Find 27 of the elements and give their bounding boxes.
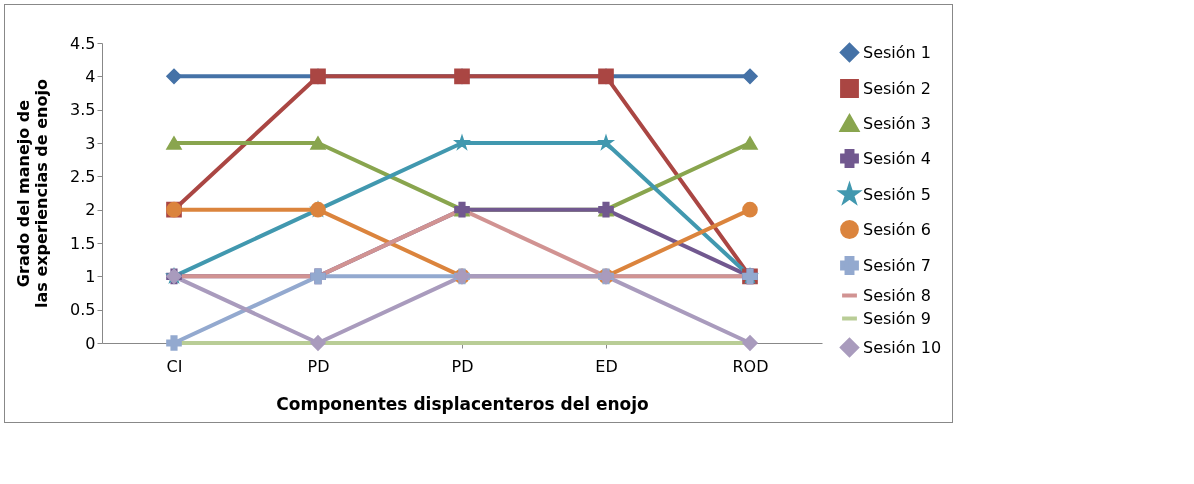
x-tick-label: PD (307, 356, 330, 376)
legend-label: Sesión 3 (863, 113, 931, 133)
legend-label: Sesión 1 (863, 42, 931, 62)
y-tick-label: 1 (85, 266, 96, 286)
y-axis-title: Grado del manejo de las experiencias de enojo (14, 79, 52, 308)
y-tick-label: 3.5 (70, 100, 96, 120)
x-tick-label: ROD (732, 356, 769, 376)
x-tick-label: PD (451, 356, 474, 376)
legend-label: Sesión 4 (863, 148, 931, 168)
y-tick-label: 4.5 (70, 33, 96, 53)
y-tick-label: 0 (85, 333, 96, 353)
y-tick-label: 0.5 (70, 300, 96, 320)
x-tick-label: CI (166, 356, 183, 376)
legend-label: Sesión 9 (863, 308, 931, 328)
legend-label: Sesión 2 (863, 78, 931, 98)
y-tick-label: 1.5 (70, 233, 96, 253)
legend-label: Sesión 5 (863, 184, 931, 204)
y-tick-label: 3 (85, 133, 96, 153)
y-tick-label: 2.5 (70, 166, 96, 186)
legend-label: Sesión 10 (863, 337, 942, 357)
y-tick-label: 4 (85, 66, 96, 86)
legend-label: Sesión 6 (863, 219, 931, 239)
x-axis-title: Componentes displacenteros del enojo (276, 393, 649, 414)
x-tick-label: ED (595, 356, 618, 376)
legend-label: Sesión 8 (863, 285, 931, 305)
y-tick-label: 2 (85, 200, 96, 220)
legend-label: Sesión 7 (863, 255, 931, 275)
